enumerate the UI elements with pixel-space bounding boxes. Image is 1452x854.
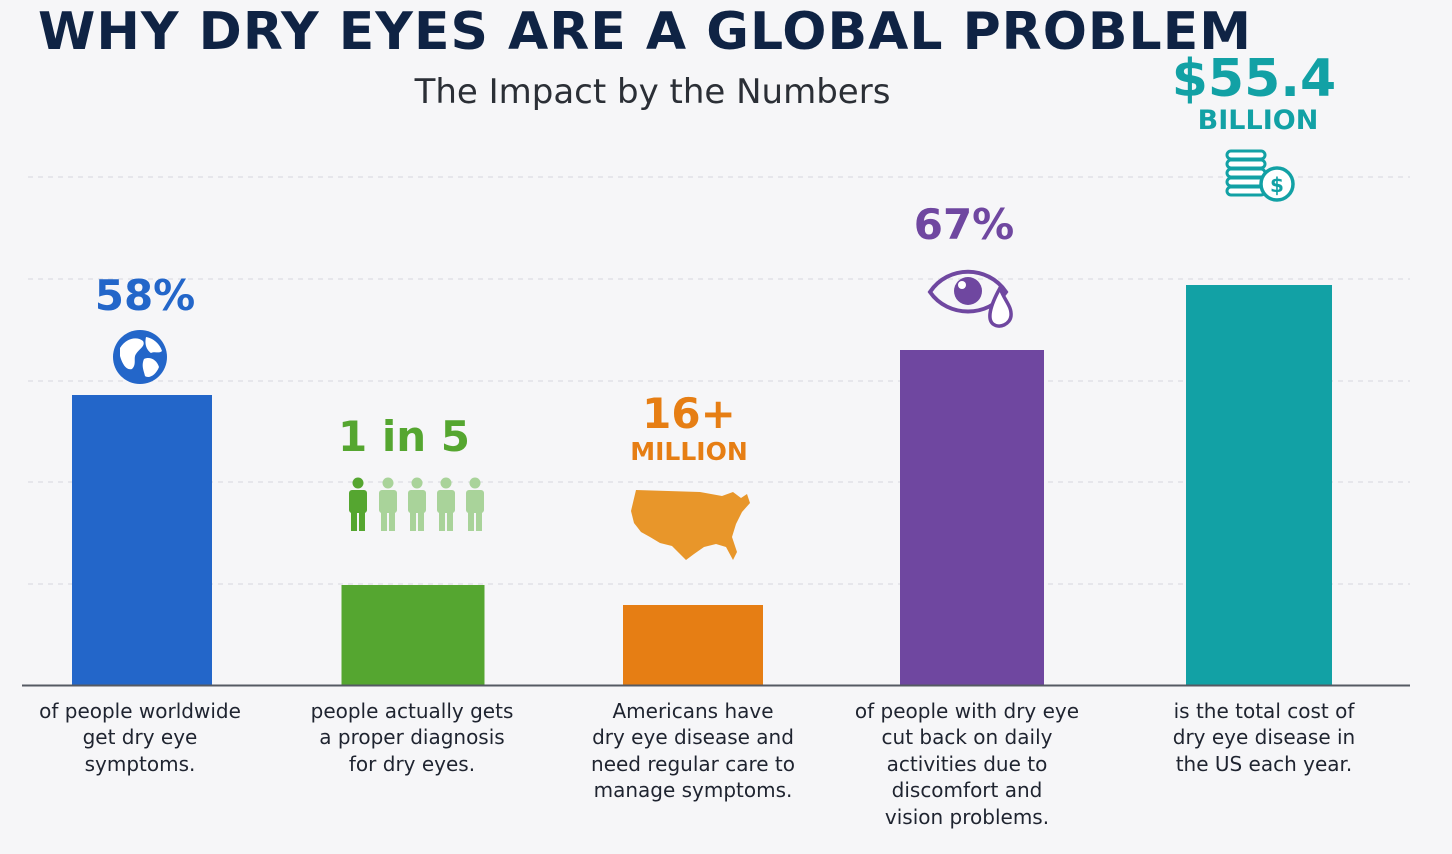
data-label: 58% <box>95 271 196 320</box>
description-line: discomfort and <box>891 778 1043 803</box>
data-label: 67% <box>914 200 1015 249</box>
usa-map-icon <box>631 490 750 560</box>
description-line: dry eye disease in <box>1172 725 1356 750</box>
data-label-unit: MILLION <box>630 437 748 466</box>
description-line: vision problems. <box>884 804 1050 829</box>
bar <box>623 605 763 685</box>
bar <box>341 585 485 685</box>
svg-text:$: $ <box>1270 173 1284 197</box>
bar-description-2: people actually gets a proper diagnosis … <box>287 698 537 777</box>
bar <box>72 395 212 685</box>
description-line: symptoms. <box>84 751 196 776</box>
page-title: WHY DRY EYES ARE A GLOBAL PROBLEM <box>38 2 1252 62</box>
description-line: for dry eyes. <box>348 751 476 776</box>
bar-description-3: Americans have dry eye disease and need … <box>568 698 818 804</box>
data-label: 16+ <box>642 389 736 438</box>
bar <box>1186 285 1332 685</box>
coins-icon: $ <box>1225 149 1295 202</box>
description-line: get dry eye <box>82 725 198 750</box>
data-label: $55.4 <box>1172 49 1336 109</box>
data-label: 1 in 5 <box>338 412 470 461</box>
description-line: activities due to <box>886 751 1048 776</box>
description-line: cut back on daily <box>881 725 1053 750</box>
people-icon <box>349 477 484 531</box>
bar <box>900 350 1044 685</box>
description-line: is the total cost of <box>1173 699 1355 723</box>
page-subtitle: The Impact by the Numbers <box>414 72 891 112</box>
globe-icon <box>113 330 167 384</box>
description-line: manage symptoms. <box>593 778 793 803</box>
description-line: of people with dry eye <box>854 699 1080 723</box>
data-label-unit: BILLION <box>1198 105 1319 136</box>
bar-description-4: of people with dry eye cut back on daily… <box>842 698 1092 830</box>
description-line: Americans have <box>612 699 774 723</box>
description-line: dry eye disease and <box>592 725 794 750</box>
description-line: need regular care to <box>591 751 795 776</box>
description-line: the US each year. <box>1175 751 1353 776</box>
tear-eye-icon <box>927 269 1013 328</box>
bar-description-1: of people worldwide get dry eye symptoms… <box>15 698 265 777</box>
description-line: of people worldwide <box>39 699 241 723</box>
description-line: a proper diagnosis <box>319 725 505 750</box>
description-line: people actually gets <box>310 699 514 723</box>
bar-description-5: is the total cost of dry eye disease in … <box>1139 698 1389 777</box>
